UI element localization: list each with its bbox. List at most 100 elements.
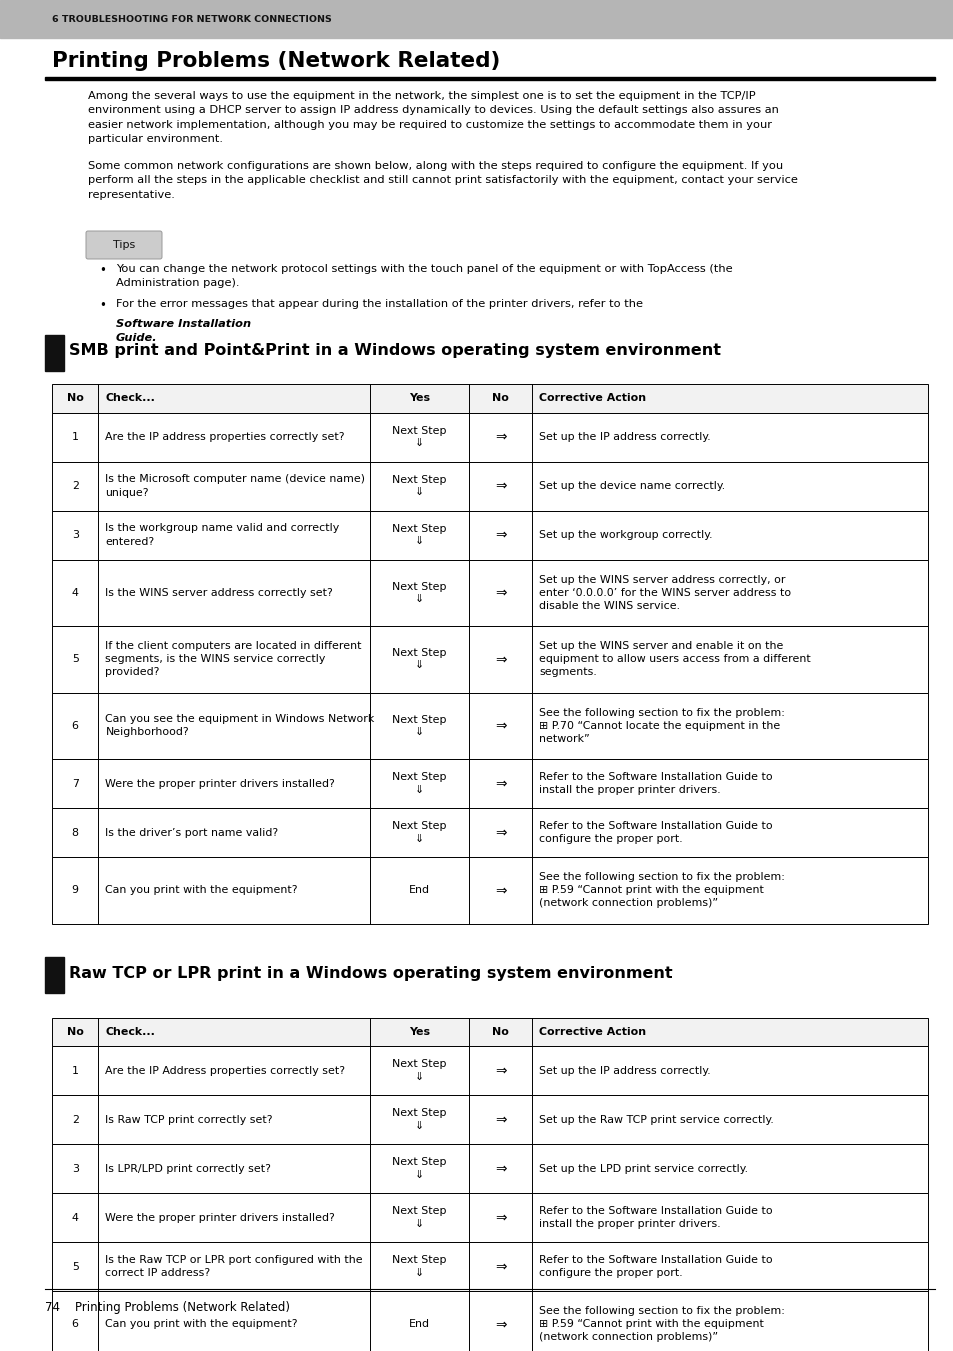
Text: 6: 6 bbox=[71, 720, 79, 731]
Text: 1: 1 bbox=[71, 432, 79, 442]
Text: 5: 5 bbox=[71, 654, 78, 665]
Text: ⇒: ⇒ bbox=[495, 586, 506, 600]
Text: Set up the LPD print service correctly.: Set up the LPD print service correctly. bbox=[538, 1163, 747, 1174]
Text: Raw TCP or LPR print in a Windows operating system environment: Raw TCP or LPR print in a Windows operat… bbox=[69, 966, 672, 981]
Text: Yes: Yes bbox=[409, 1027, 430, 1036]
Text: Set up the device name correctly.: Set up the device name correctly. bbox=[538, 481, 724, 490]
Text: Is the Microsoft computer name (device name)
unique?: Is the Microsoft computer name (device n… bbox=[106, 474, 365, 497]
Text: Refer to the Software Installation Guide to
configure the proper port.: Refer to the Software Installation Guide… bbox=[538, 821, 772, 844]
Text: Yes: Yes bbox=[409, 393, 430, 403]
Text: Is the WINS server address correctly set?: Is the WINS server address correctly set… bbox=[106, 588, 333, 597]
Text: Next Step
⇓: Next Step ⇓ bbox=[392, 1059, 446, 1082]
Text: No: No bbox=[67, 393, 84, 403]
Text: Next Step
⇓: Next Step ⇓ bbox=[392, 715, 446, 736]
Bar bbox=[52, 559, 927, 626]
Text: Among the several ways to use the equipment in the network, the simplest one is : Among the several ways to use the equipm… bbox=[88, 91, 778, 145]
Bar bbox=[52, 1144, 927, 1193]
Text: Set up the WINS server and enable it on the
equipment to allow users access from: Set up the WINS server and enable it on … bbox=[538, 642, 810, 677]
Bar bbox=[52, 1046, 927, 1096]
Text: ⇒: ⇒ bbox=[495, 884, 506, 897]
Text: ⇒: ⇒ bbox=[495, 825, 506, 839]
Text: ⇒: ⇒ bbox=[495, 1210, 506, 1224]
Bar bbox=[52, 808, 927, 857]
Text: If the client computers are located in different
segments, is the WINS service c: If the client computers are located in d… bbox=[106, 642, 361, 677]
Text: 3: 3 bbox=[71, 1163, 79, 1174]
Text: Set up the IP address correctly.: Set up the IP address correctly. bbox=[538, 432, 710, 442]
Text: Software Installation
Guide.: Software Installation Guide. bbox=[116, 319, 251, 343]
Text: Next Step
⇓: Next Step ⇓ bbox=[392, 581, 446, 604]
Text: Is LPR/LPD print correctly set?: Is LPR/LPD print correctly set? bbox=[106, 1163, 271, 1174]
Bar bbox=[45, 958, 64, 993]
Bar bbox=[52, 693, 927, 759]
Text: Is the Raw TCP or LPR port configured with the
correct IP address?: Is the Raw TCP or LPR port configured wi… bbox=[106, 1255, 363, 1278]
Text: 9: 9 bbox=[71, 885, 79, 896]
Text: ⇒: ⇒ bbox=[495, 480, 506, 493]
Text: 6: 6 bbox=[71, 1319, 79, 1329]
Text: •: • bbox=[99, 263, 107, 277]
Text: 2: 2 bbox=[71, 481, 78, 490]
Text: Were the proper printer drivers installed?: Were the proper printer drivers installe… bbox=[106, 1212, 335, 1223]
Bar bbox=[52, 1242, 927, 1292]
Text: Are the IP Address properties correctly set?: Are the IP Address properties correctly … bbox=[106, 1066, 345, 1075]
Bar bbox=[52, 1292, 927, 1351]
Text: 5: 5 bbox=[71, 1262, 78, 1271]
Text: ⇒: ⇒ bbox=[495, 430, 506, 444]
Text: ⇒: ⇒ bbox=[495, 1162, 506, 1175]
Text: See the following section to fix the problem:
⊞ P.59 “Cannot print with the equi: See the following section to fix the pro… bbox=[538, 871, 784, 908]
Text: 1: 1 bbox=[71, 1066, 79, 1075]
Bar bbox=[52, 626, 927, 693]
Bar bbox=[52, 412, 927, 462]
Text: For the error messages that appear during the installation of the printer driver: For the error messages that appear durin… bbox=[116, 299, 646, 309]
Text: No: No bbox=[492, 393, 508, 403]
Text: Next Step
⇓: Next Step ⇓ bbox=[392, 821, 446, 844]
Text: End: End bbox=[409, 885, 430, 896]
Text: Next Step
⇓: Next Step ⇓ bbox=[392, 474, 446, 497]
Text: See the following section to fix the problem:
⊞ P.59 “Cannot print with the equi: See the following section to fix the pro… bbox=[538, 1306, 784, 1343]
Text: Some common network configurations are shown below, along with the steps require: Some common network configurations are s… bbox=[88, 161, 797, 200]
Text: Next Step
⇓: Next Step ⇓ bbox=[392, 524, 446, 546]
Bar bbox=[52, 759, 927, 808]
Text: Can you print with the equipment?: Can you print with the equipment? bbox=[106, 885, 297, 896]
Text: ⇒: ⇒ bbox=[495, 528, 506, 542]
Text: Tips: Tips bbox=[112, 240, 135, 250]
Bar bbox=[45, 77, 934, 80]
Text: Corrective Action: Corrective Action bbox=[538, 393, 645, 403]
FancyBboxPatch shape bbox=[86, 231, 162, 259]
Text: Refer to the Software Installation Guide to
configure the proper port.: Refer to the Software Installation Guide… bbox=[538, 1255, 772, 1278]
Text: Next Step
⇓: Next Step ⇓ bbox=[392, 648, 446, 670]
Text: SMB print and Point&Print in a Windows operating system environment: SMB print and Point&Print in a Windows o… bbox=[69, 343, 720, 358]
Text: 74    Printing Problems (Network Related): 74 Printing Problems (Network Related) bbox=[45, 1301, 290, 1315]
Bar bbox=[52, 511, 927, 559]
Text: End: End bbox=[409, 1319, 430, 1329]
Text: No: No bbox=[67, 1027, 84, 1036]
Text: ⇒: ⇒ bbox=[495, 1317, 506, 1331]
Text: Is Raw TCP print correctly set?: Is Raw TCP print correctly set? bbox=[106, 1115, 273, 1124]
Text: Printing Problems (Network Related): Printing Problems (Network Related) bbox=[52, 51, 500, 72]
Text: Is the driver’s port name valid?: Is the driver’s port name valid? bbox=[106, 828, 278, 838]
Text: Next Step
⇓: Next Step ⇓ bbox=[392, 1206, 446, 1228]
Text: Check...: Check... bbox=[106, 393, 155, 403]
Text: ⇒: ⇒ bbox=[495, 1112, 506, 1127]
Text: •: • bbox=[99, 299, 107, 312]
Bar bbox=[52, 1096, 927, 1144]
Text: Next Step
⇓: Next Step ⇓ bbox=[392, 426, 446, 449]
Text: 6 TROUBLESHOOTING FOR NETWORK CONNECTIONS: 6 TROUBLESHOOTING FOR NETWORK CONNECTION… bbox=[52, 15, 332, 23]
Text: ⇒: ⇒ bbox=[495, 719, 506, 732]
Text: ⇒: ⇒ bbox=[495, 1259, 506, 1274]
Bar bbox=[52, 1017, 927, 1046]
Text: Can you print with the equipment?: Can you print with the equipment? bbox=[106, 1319, 297, 1329]
Text: Next Step
⇓: Next Step ⇓ bbox=[392, 1255, 446, 1278]
Text: Set up the Raw TCP print service correctly.: Set up the Raw TCP print service correct… bbox=[538, 1115, 773, 1124]
Text: Can you see the equipment in Windows Network
Neighborhood?: Can you see the equipment in Windows Net… bbox=[106, 715, 375, 738]
Bar bbox=[0, 0, 953, 38]
Text: Is the workgroup name valid and correctly
entered?: Is the workgroup name valid and correctl… bbox=[106, 523, 339, 547]
Text: Check...: Check... bbox=[106, 1027, 155, 1036]
Text: 8: 8 bbox=[71, 828, 79, 838]
Bar bbox=[52, 462, 927, 511]
Bar bbox=[52, 384, 927, 412]
Text: You can change the network protocol settings with the touch panel of the equipme: You can change the network protocol sett… bbox=[116, 263, 732, 288]
Text: Next Step
⇓: Next Step ⇓ bbox=[392, 773, 446, 794]
Text: 4: 4 bbox=[71, 1212, 78, 1223]
Text: Refer to the Software Installation Guide to
install the proper printer drivers.: Refer to the Software Installation Guide… bbox=[538, 1206, 772, 1229]
Text: ⇒: ⇒ bbox=[495, 1063, 506, 1078]
